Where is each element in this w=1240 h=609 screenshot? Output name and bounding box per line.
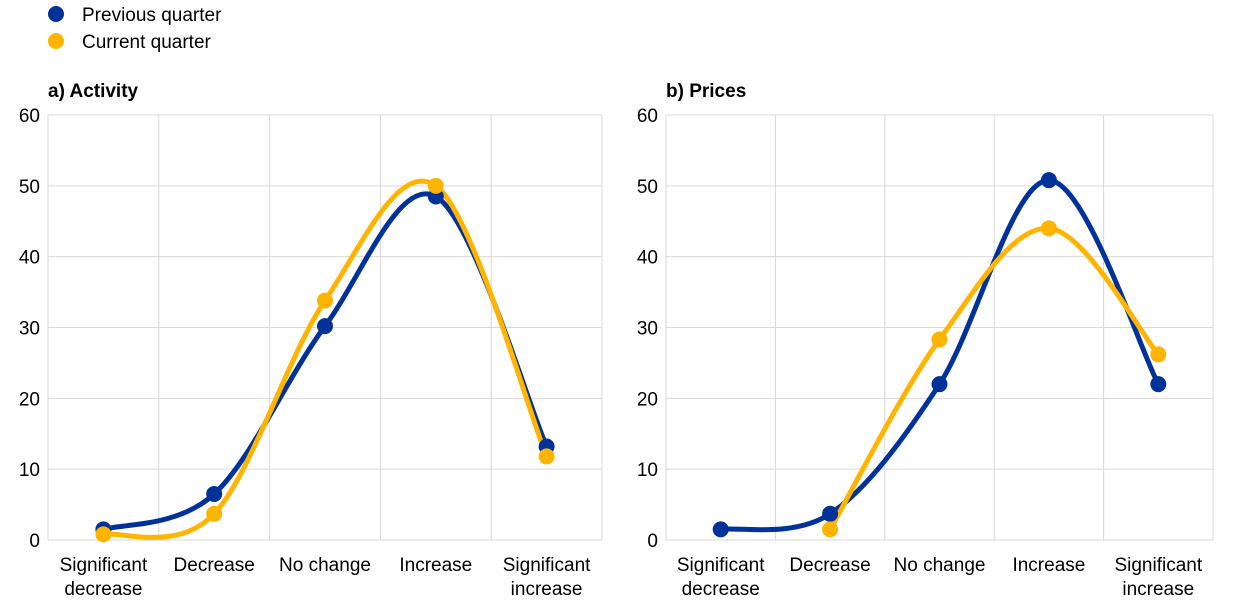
x-tick-label: Decrease [789,555,870,576]
data-point-previous-quarter [206,485,223,502]
x-tick-label: Significant [60,555,148,576]
data-point-previous-quarter [1040,172,1057,189]
data-point-current-quarter [1040,220,1057,237]
panel-title-prices: b) Prices [666,81,746,102]
x-tick-label: No change [279,555,371,576]
x-tick-label: Decrease [174,555,255,576]
series-line-previous-quarter [100,191,550,532]
legend: Previous quarter Current quarter [48,5,222,53]
data-point-previous-quarter [317,318,333,335]
data-point-current-quarter [822,521,839,538]
data-point-current-quarter [206,505,223,522]
x-tick-label: Significant [1114,555,1202,576]
data-point-previous-quarter [1150,376,1167,393]
legend-label-current-quarter: Current quarter [82,32,212,53]
y-tick-label: 0 [29,531,40,552]
legend-label-previous-quarter: Previous quarter [82,5,222,26]
data-point-current-quarter [1150,346,1167,363]
data-point-current-quarter [931,331,948,348]
x-tick-label: Increase [1012,555,1085,576]
y-tick-label: 0 [647,531,658,552]
y-tick-label: 60 [19,106,40,127]
series-line-current-quarter [100,178,550,540]
panel-activity: a) Activity 0 10 20 30 40 50 60 Significant decr… [19,81,603,600]
data-point-previous-quarter [931,376,948,393]
x-tick-label: Increase [399,555,472,576]
data-point-previous-quarter [712,521,729,538]
legend-marker-current-quarter [48,33,64,49]
y-tick-label: 60 [637,106,658,127]
y-tick-label: 30 [19,319,40,340]
x-tick-label: No change [894,555,986,576]
legend-item-previous-quarter: Previous quarter [48,5,222,26]
x-tick-label: decrease [682,579,760,600]
data-point-current-quarter [427,177,444,194]
y-tick-label: 20 [19,389,40,410]
series-line-current-quarter [827,225,1161,532]
y-tick-label: 20 [637,389,658,410]
y-tick-label: 10 [637,460,658,481]
y-tick-label: 10 [19,460,40,481]
x-tick-label: increase [511,579,583,600]
panel-title-activity: a) Activity [48,81,139,102]
panel-prices: b) Prices 0 10 20 30 40 50 60 Significant decrea… [637,81,1214,600]
legend-marker-previous-quarter [48,6,64,22]
y-tick-label: 50 [637,177,658,198]
y-tick-label: 40 [637,248,658,269]
x-tick-label: Significant [503,555,591,576]
x-tick-label: Significant [677,555,765,576]
data-point-current-quarter [538,448,555,465]
x-tick-label: increase [1122,579,1194,600]
y-tick-label: 30 [637,319,658,340]
legend-item-current-quarter: Current quarter [48,32,212,53]
y-tick-label: 40 [19,248,40,269]
data-point-current-quarter [317,292,333,309]
series-line-previous-quarter [718,177,1161,533]
data-point-previous-quarter [822,505,839,522]
data-point-current-quarter [95,526,112,543]
y-tick-label: 50 [19,177,40,198]
x-tick-label: decrease [64,579,142,600]
